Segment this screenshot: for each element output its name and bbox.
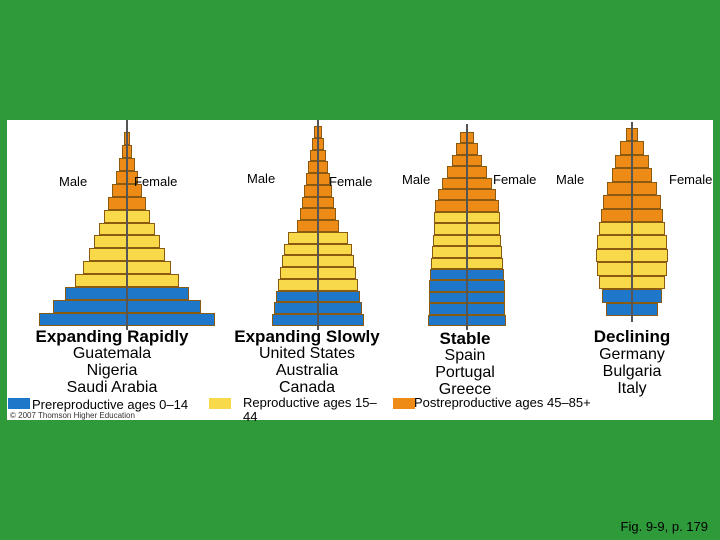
pyramid-expanding-slowly (263, 120, 373, 330)
male-label: Male (247, 171, 276, 186)
female-label: Female (669, 172, 713, 187)
male-label: Male (556, 172, 585, 187)
country-label: Nigeria (86, 362, 138, 379)
legend-label-reproductive: Reproductive ages 15–44 (243, 395, 377, 424)
country-label: Italy (617, 380, 647, 397)
country-label: Canada (278, 379, 336, 396)
pyramid-axis (317, 120, 319, 330)
pyramid-axis (126, 120, 128, 330)
female-label: Female (493, 172, 537, 187)
legend-label-prereproductive: Prereproductive ages 0–14 (32, 397, 189, 412)
country-label: Australia (275, 362, 339, 379)
male-label: Male (59, 174, 88, 189)
country-label: Spain (444, 347, 486, 364)
country-label: Portugal (435, 364, 495, 381)
pyramid-declining (587, 120, 677, 330)
pyramid-stable (425, 120, 509, 330)
female-label: Female (329, 174, 373, 189)
pyramid-expanding-rapidly (29, 120, 225, 330)
pyramid-axis (631, 122, 633, 322)
legend-label-postreproductive: Postreproductive ages 45–85+ (414, 395, 591, 410)
country-label: Germany (599, 346, 665, 363)
country-label: Greece (438, 381, 492, 398)
legend-swatch-prereproductive (8, 398, 30, 409)
legend-swatch-reproductive (209, 398, 231, 409)
copyright-notice: © 2007 Thomson Higher Education (10, 411, 135, 420)
legend-swatch-postreproductive (393, 398, 415, 409)
pyramid-title: Declining (593, 327, 671, 346)
pyramid-title: Expanding Slowly (234, 327, 380, 346)
pyramid-title: Stable (439, 329, 491, 348)
male-label: Male (402, 172, 431, 187)
country-label: Bulgaria (602, 363, 662, 380)
country-label: Guatemala (72, 345, 152, 362)
country-label: United States (258, 345, 356, 362)
figure-reference: Fig. 9-9, p. 179 (620, 519, 708, 534)
pyramid-title: Expanding Rapidly (35, 327, 189, 346)
pyramid-axis (466, 124, 468, 330)
country-label: Saudi Arabia (66, 379, 158, 396)
slide-panel: Male Female Expanding Rapidly Guatemala … (7, 120, 713, 424)
female-label: Female (134, 174, 178, 189)
